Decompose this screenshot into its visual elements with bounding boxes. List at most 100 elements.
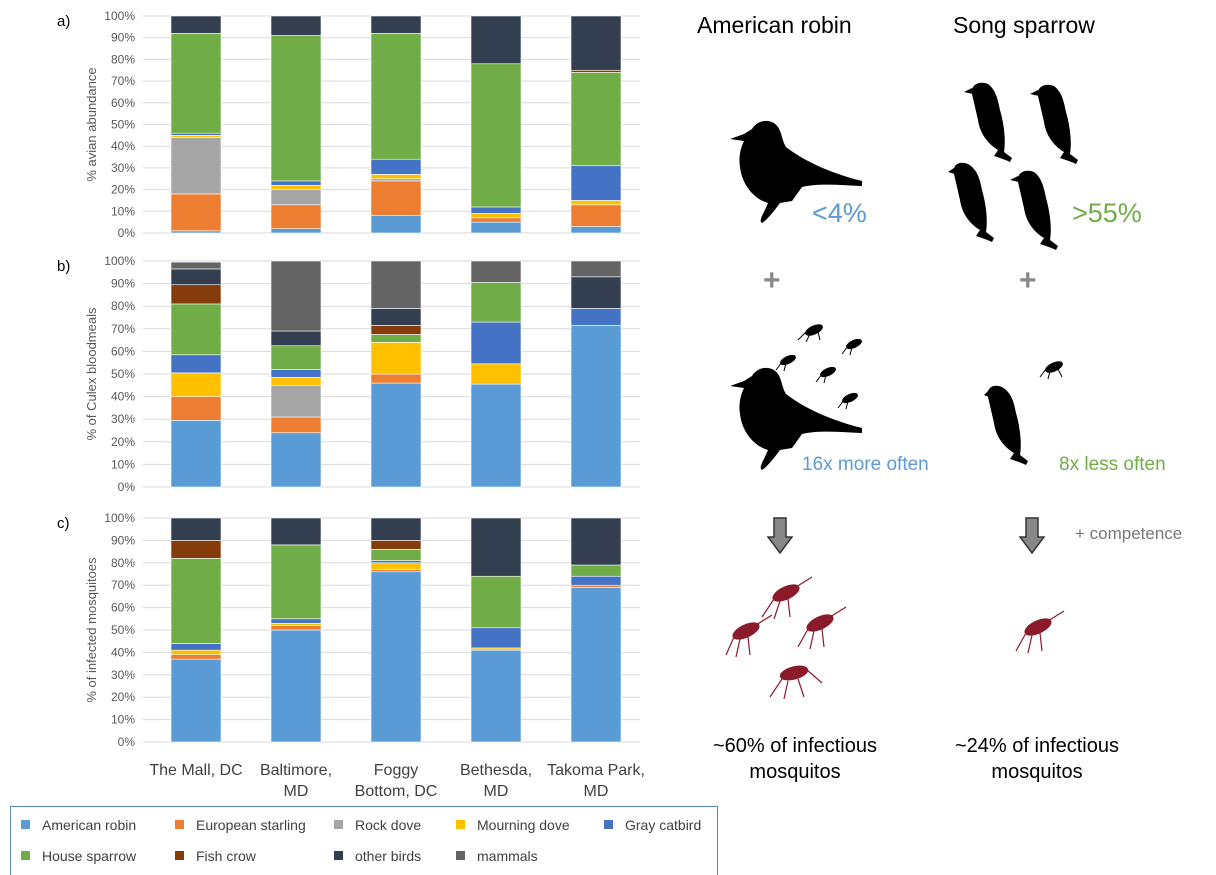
- sparrow-title: Song sparrow: [953, 12, 1095, 38]
- bar-segment-mammals: [570, 260, 622, 278]
- bar-segment-gray-catbird: [170, 354, 222, 374]
- bar-segment-european-starling: [170, 654, 222, 660]
- legend-item-gray-catbird: Gray catbird: [604, 817, 701, 833]
- robin-with-mosquitoes-icon: [730, 324, 862, 470]
- sparrow-result-line1: ~24% of infectious: [955, 735, 1119, 757]
- y-tick-label: 40%: [111, 645, 135, 659]
- bar-segment-mammals: [170, 261, 222, 270]
- x-label-foggy-bottom: Foggy Bottom, DC: [341, 760, 451, 802]
- bar-segment-mourning-dove: [570, 200, 622, 206]
- y-tick-label: 70%: [111, 578, 135, 592]
- sparrow-with-mosquito-icon: [984, 361, 1063, 465]
- y-tick-label: 60%: [111, 601, 135, 615]
- x-label-line2: MD: [583, 783, 609, 800]
- legend-swatch: [21, 820, 30, 829]
- x-label-bethesda: Bethesda, MD: [441, 760, 551, 802]
- bar-segment-mourning-dove: [170, 649, 222, 655]
- bar-segment-gray-catbird: [470, 627, 522, 649]
- bar-segment-mourning-dove: [470, 363, 522, 385]
- bar-segment-mourning-dove: [270, 184, 322, 190]
- y-tick-label: 70%: [111, 322, 135, 336]
- bar-segment-gray-catbird: [270, 180, 322, 186]
- bar-segment-mourning-dove: [170, 135, 222, 138]
- bar-segment-other-birds: [170, 517, 222, 541]
- bar-segment-house-sparrow: [370, 33, 422, 160]
- y-tick-label: 20%: [111, 183, 135, 197]
- robin-result: ~60% of infectious mosquitos: [680, 733, 910, 785]
- bar-segment-other-birds: [170, 268, 222, 286]
- bar-segment-mourning-dove: [370, 562, 422, 570]
- bar-segment-mourning-dove: [270, 622, 322, 626]
- y-tick-label: 60%: [111, 344, 135, 358]
- y-tick-label: 90%: [111, 277, 135, 291]
- legend-label: mammals: [477, 848, 538, 864]
- y-tick-label: 100%: [104, 9, 135, 23]
- sparrow-flock-icon: [948, 82, 1078, 250]
- bar-segment-fish-crow: [170, 540, 222, 559]
- bar-segment-house-sparrow: [270, 345, 322, 370]
- bar-segment-house-sparrow: [270, 35, 322, 182]
- y-tick-label: 0%: [118, 735, 136, 749]
- bar-segment-european-starling: [270, 625, 322, 631]
- bar-segment-american-robin: [270, 629, 322, 743]
- legend-item-rock-dove: Rock dove: [334, 817, 421, 833]
- y-tick-label: 100%: [104, 511, 135, 525]
- bar-segment-house-sparrow: [470, 63, 522, 208]
- legend-label: Fish crow: [196, 848, 256, 864]
- y-tick-label: 40%: [111, 390, 135, 404]
- bar-segment-european-starling: [370, 373, 422, 384]
- y-axis-title: % of Culex bloodmeals: [84, 307, 99, 440]
- bar-segment-other-birds: [570, 15, 622, 71]
- y-tick-label: 40%: [111, 139, 135, 153]
- bar-segment-mourning-dove: [370, 342, 422, 375]
- bar-segment-other-birds: [370, 15, 422, 34]
- robin-silhouette-icon: [730, 120, 862, 223]
- bar-segment-american-robin: [370, 215, 422, 234]
- bar-segment-european-starling: [170, 193, 222, 232]
- legend-swatch: [175, 851, 184, 860]
- y-tick-label: 30%: [111, 161, 135, 175]
- legend-item-european-starling: European starling: [175, 817, 306, 833]
- bar-segment-gray-catbird: [370, 158, 422, 175]
- legend-swatch: [456, 820, 465, 829]
- infected-mosquito-icon: [1015, 610, 1065, 654]
- y-tick-label: 70%: [111, 74, 135, 88]
- bar-segment-gray-catbird: [470, 321, 522, 365]
- robin-title: American robin: [697, 12, 852, 38]
- y-tick-label: 0%: [118, 480, 136, 494]
- legend-label: American robin: [42, 817, 137, 833]
- bar-segment-gray-catbird: [570, 165, 622, 201]
- bar-segment-gray-catbird: [570, 575, 622, 586]
- y-tick-label: 100%: [104, 254, 135, 268]
- robin-feeding-rate: 16x more often: [802, 454, 929, 475]
- y-tick-label: 80%: [111, 299, 135, 313]
- bar-segment-mourning-dove: [470, 213, 522, 219]
- legend-label: Gray catbird: [625, 817, 702, 833]
- bar-segment-rock-dove: [370, 178, 422, 182]
- bar-segment-house-sparrow: [370, 334, 422, 343]
- x-label-line1: The Mall, DC: [149, 762, 243, 779]
- panel-label: b): [57, 258, 70, 275]
- bar-segment-house-sparrow: [470, 282, 522, 323]
- y-tick-label: 10%: [111, 457, 135, 471]
- legend-label: other birds: [355, 848, 422, 864]
- bar-segment-american-robin: [170, 230, 222, 234]
- y-tick-label: 80%: [111, 52, 135, 66]
- legend-swatch: [456, 851, 465, 860]
- bar-segment-american-robin: [270, 432, 322, 488]
- bar-segment-house-sparrow: [370, 549, 422, 561]
- bar-segment-mourning-dove: [470, 647, 522, 651]
- bar-segment-american-robin: [470, 649, 522, 743]
- bar-segment-european-starling: [470, 217, 522, 223]
- bar-segment-other-birds: [370, 308, 422, 326]
- x-label-baltimore: Baltimore, MD: [241, 760, 351, 802]
- bar-segment-fish-crow: [370, 540, 422, 550]
- legend-label: European starling: [196, 817, 306, 833]
- bar-segment-house-sparrow: [570, 564, 622, 577]
- sparrow-result-line2: mosquitos: [991, 761, 1083, 783]
- legend-item-mammals: mammals: [456, 848, 538, 864]
- bar-segment-other-birds: [270, 517, 322, 546]
- y-axis-title: % of infected mosquitoes: [84, 557, 99, 703]
- bar-segment-other-birds: [370, 517, 422, 541]
